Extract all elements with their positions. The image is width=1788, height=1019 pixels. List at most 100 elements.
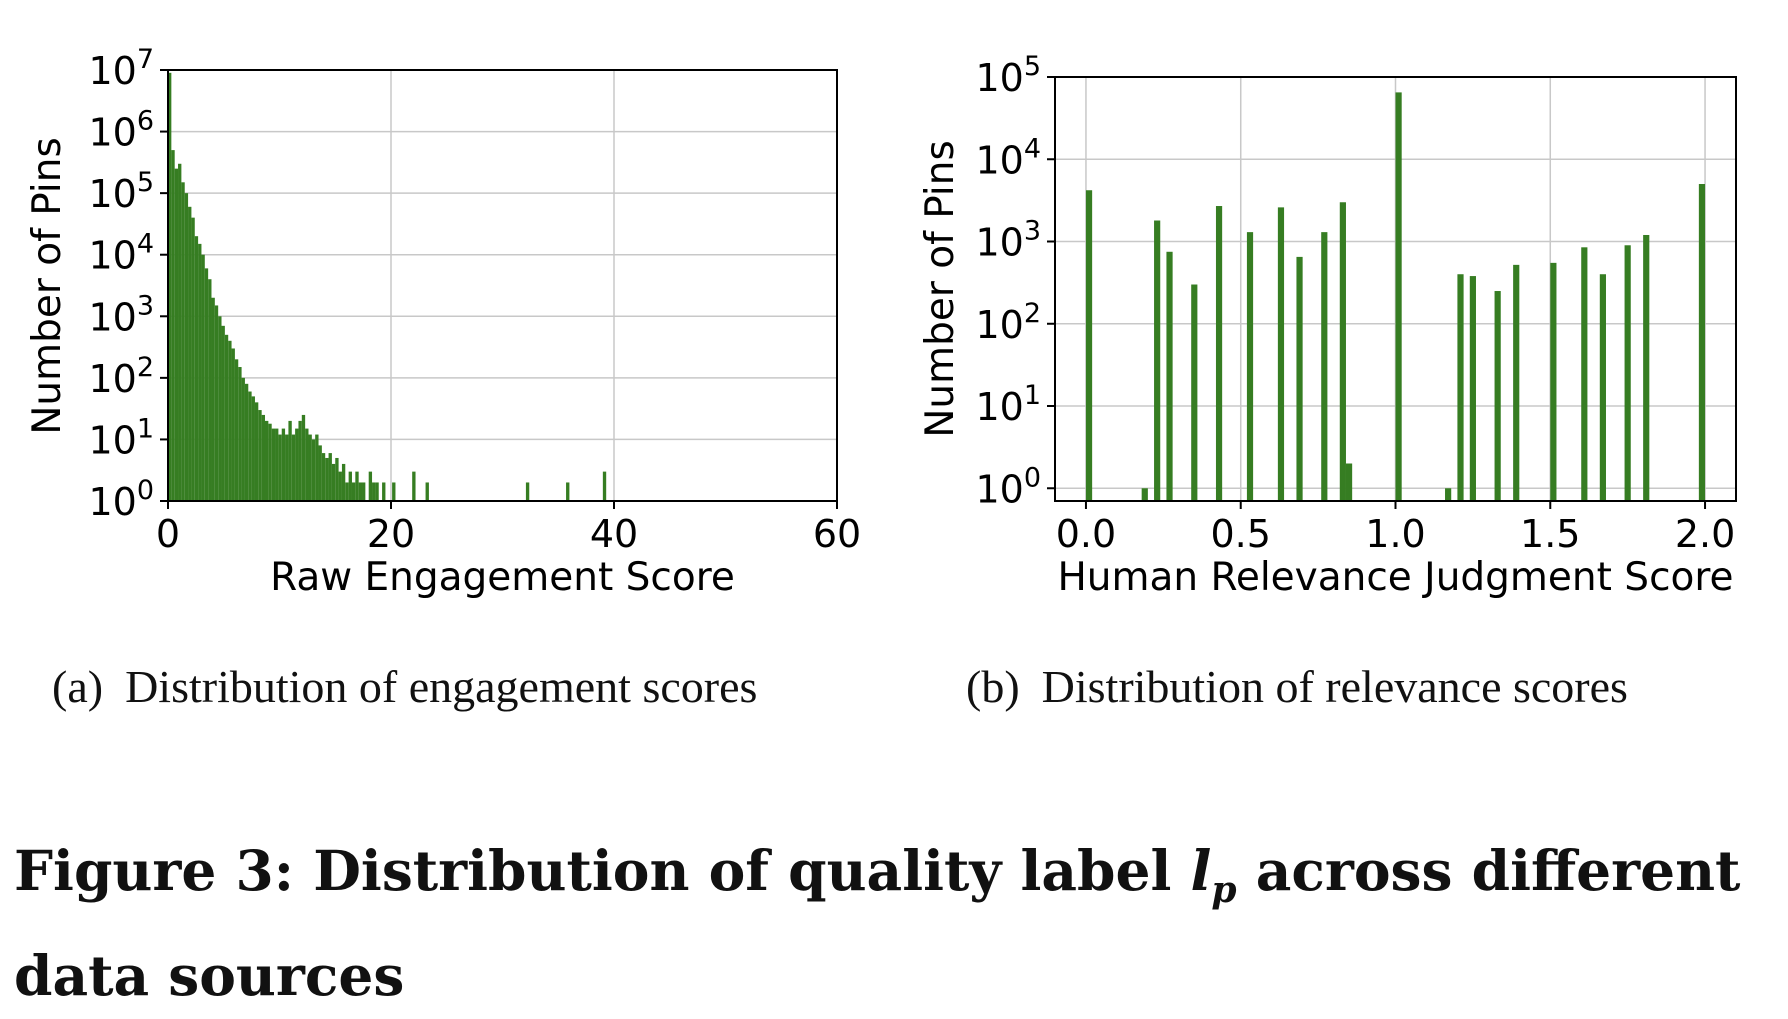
histogram-bar [1191,284,1198,501]
y-tick-label: 104 [975,133,1041,182]
histogram-bar [254,402,259,501]
histogram-bar [278,434,282,501]
histogram-bar [345,482,349,501]
chart-panel-relevance: 0.0 0.5 1.0 1.5 2.0 100 101 102 103 104 105 Human R… [918,51,1737,600]
histogram-bar [275,428,279,501]
x-axis-label: Human Relevance Judgment Score [1057,555,1733,600]
histogram-bar [174,168,179,502]
histogram-bar [238,367,242,501]
x-tick-label: 0.5 [1211,512,1271,556]
x-tick-label: 0 [156,512,180,556]
histogram-bar [221,325,225,501]
histogram-bar [351,482,356,501]
histogram-bar [251,396,255,501]
histogram-bar [1599,274,1606,501]
histogram-bar [525,482,530,501]
histogram-bar [1345,463,1353,501]
histogram-bar [214,305,219,501]
histogram-bar [358,482,363,501]
histogram-bar [1513,264,1520,501]
histogram-bar [301,414,306,501]
y-tick-label: 103 [975,216,1041,265]
histogram-bar [375,482,379,501]
histogram-bar [228,340,232,501]
histogram-bar [271,428,276,501]
y-tick-label: 105 [88,167,154,216]
x-axis-label: Raw Engagement Score [270,555,735,600]
histogram-bar [1624,245,1631,501]
histogram-bar [566,482,570,501]
histogram-bar [308,434,312,501]
histogram-bar [1643,234,1650,501]
x-tick-label: 60 [813,512,861,556]
histogram-bar [602,471,607,501]
histogram-bar [288,420,292,501]
histogram-bar [1166,251,1173,501]
histogram-bar [241,377,245,501]
y-tick-label: 104 [88,229,154,278]
histogram-bar [315,434,319,501]
subcaption-b-label: (b) [966,661,1020,712]
histogram-bar [355,471,359,501]
histogram-bar [372,482,376,501]
histogram-bar [382,482,386,501]
histogram-bar [328,453,332,501]
histogram-bar [184,193,189,501]
subcaption-a: (a) Distribution of engagement scores [52,660,757,713]
histogram-bar [211,297,215,501]
histogram-bar [234,359,239,501]
histogram-bar [171,150,175,502]
histogram-bar [1277,207,1285,501]
histogram-bar [188,206,192,501]
histogram-bar [181,182,185,501]
histogram-bar [392,482,396,501]
histogram-bar [295,428,299,501]
y-tick-label: 103 [88,290,154,339]
histogram-bar [1698,184,1706,501]
histogram-bar [1457,274,1464,501]
histogram-bar [258,410,262,501]
histogram-bar [1215,206,1223,501]
y-tick-label: 107 [88,44,154,93]
histogram-bar [285,434,289,501]
histogram-bar [1550,262,1557,501]
histogram-bar [1154,220,1161,501]
histogram-bar [341,463,346,501]
histogram-bar [321,453,326,501]
x-tick-label: 1.5 [1520,512,1580,556]
histogram-bar [298,420,302,501]
figure-caption-suffix: across different data sources [14,838,1741,1008]
subcaption-b-text: Distribution of relevance scores [1041,661,1628,712]
histogram-bar [231,348,235,501]
quality-label-symbol-base: l [1190,838,1212,903]
figure-caption-prefix: Figure 3: Distribution of quality label [14,838,1191,903]
histogram-bar [268,423,272,501]
histogram-bar [1494,291,1501,501]
histogram-bar [218,316,222,501]
chart-panel-engagement: 0 20 40 60 100 101 102 103 104 105 106 107 Raw Engag… [25,44,861,600]
histogram-bar [198,243,202,501]
histogram-bar [1296,256,1303,501]
x-tick-label: 1.0 [1365,512,1425,556]
histogram-bar [261,414,266,501]
histogram-bar [208,279,212,501]
y-tick-label: 106 [88,106,154,155]
histogram-bar [348,471,352,501]
histogram-bar [178,163,182,502]
histogram-bar [224,334,229,501]
x-tick-label: 40 [590,512,638,556]
histogram-bar [305,428,309,501]
quality-label-symbol-subscript: p [1211,869,1237,911]
quality-label-symbol: lp [1190,838,1237,911]
axes-frame [167,69,838,502]
y-tick-label: 102 [88,352,154,401]
y-tick-label: 105 [975,51,1041,100]
y-tick-label: 100 [88,475,154,524]
histogram-bar [331,463,336,501]
subcaption-a-label: (a) [52,661,104,712]
histogram-bar [311,439,316,501]
x-tick-label: 20 [367,512,415,556]
histogram-bar [338,471,342,501]
histogram-bar [1339,202,1346,501]
histogram-bar [318,445,322,501]
